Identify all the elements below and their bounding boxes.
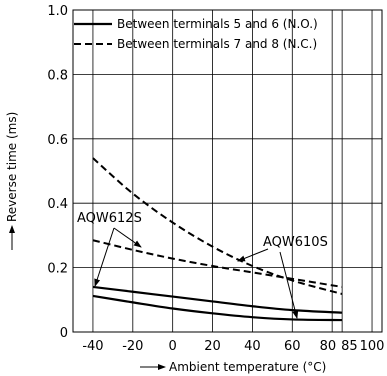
series-line-aqw610s-dashed bbox=[92, 157, 343, 295]
legend-label-dashed: Between terminals 7 and 8 (N.C.) bbox=[117, 37, 317, 51]
annotations: AQW612S AQW610S bbox=[77, 211, 328, 319]
x-tick-label: 60 bbox=[284, 339, 301, 354]
x-tick-label: 85 bbox=[341, 339, 358, 354]
y-tick-label: 0.6 bbox=[47, 133, 68, 148]
legend-label-solid: Between terminals 5 and 6 (N.O.) bbox=[117, 17, 318, 31]
annotation-aqw612s: AQW612S bbox=[77, 211, 142, 226]
series-lines bbox=[92, 157, 343, 322]
arrow-aqw610s-dashed bbox=[237, 248, 269, 262]
arrow-aqw612s-dashed bbox=[113, 227, 142, 248]
y-tick-label: 0.2 bbox=[47, 262, 68, 277]
arrow-aqw612s-solid bbox=[94, 227, 115, 287]
x-tick-label: 80 bbox=[320, 339, 337, 354]
x-tick-label: 40 bbox=[244, 339, 261, 354]
x-tick-label: 100 bbox=[360, 339, 385, 354]
plot-frame bbox=[72, 9, 383, 333]
x-axis: -40 -20 0 20 40 60 80 85 100 bbox=[82, 339, 384, 354]
legend: Between terminals 5 and 6 (N.O.) Between… bbox=[74, 17, 318, 51]
x-axis-title: Ambient temperature (°C) bbox=[140, 360, 326, 374]
y-tick-label: 0.8 bbox=[47, 68, 68, 83]
y-axis-label: Reverse time (ms) bbox=[5, 112, 19, 222]
x-tick-label: -40 bbox=[82, 339, 103, 354]
y-tick-label: 0 bbox=[60, 326, 68, 341]
x-tick-label: 0 bbox=[169, 339, 177, 354]
x-tick-label: 20 bbox=[204, 339, 221, 354]
series-line-aqw612s-dashed bbox=[92, 239, 343, 288]
x-axis-label: Ambient temperature (°C) bbox=[169, 360, 326, 374]
y-tick-label: 1.0 bbox=[47, 4, 68, 19]
y-axis: 0 0.2 0.4 0.6 0.8 1.0 bbox=[47, 4, 68, 341]
grid-lines bbox=[73, 9, 382, 333]
series-line-aqw612s-solid bbox=[92, 285, 343, 314]
arrow-aqw610s-solid bbox=[279, 251, 299, 319]
x-tick-label: -20 bbox=[122, 339, 143, 354]
annotation-aqw610s: AQW610S bbox=[263, 235, 328, 250]
series-line-aqw610s-solid bbox=[92, 294, 343, 322]
y-tick-label: 0.4 bbox=[47, 197, 68, 212]
y-axis-title: Reverse time (ms) bbox=[5, 112, 19, 250]
